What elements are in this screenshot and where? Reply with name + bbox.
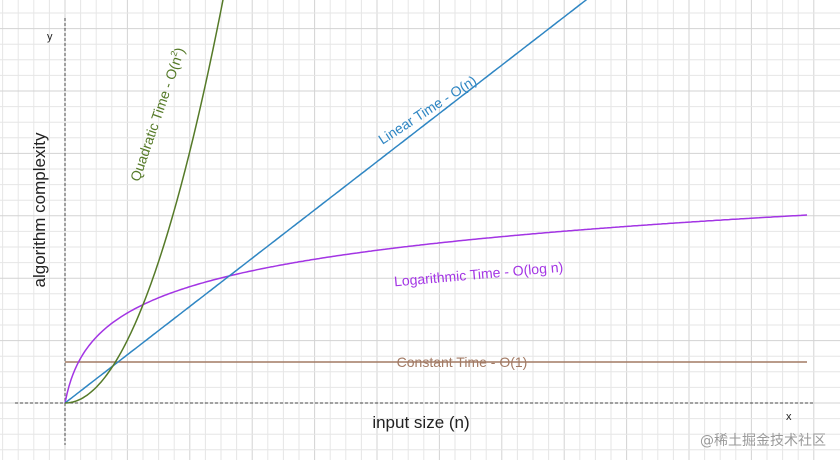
label-logarithmic: Logarithmic Time - O(log n) [393, 259, 563, 290]
y-axis-title: algorithm complexity [30, 132, 49, 287]
y-axis-letter: y [47, 31, 53, 43]
label-quadratic: Quadratic Time - O(n2) [126, 45, 188, 183]
watermark: @稀土掘金技术社区 [700, 433, 826, 449]
series-line-linear [64, 0, 588, 404]
label-quadratic-main: Quadratic Time - O(n [127, 55, 185, 184]
label-linear: Linear Time - O(n) [375, 72, 479, 147]
label-quadratic-sup: 2 [168, 49, 179, 57]
series-line-log [64, 214, 808, 404]
x-axis-title: input size (n) [372, 413, 469, 432]
x-axis-letter: x [786, 411, 792, 423]
label-quadratic-close: ) [171, 45, 188, 55]
series-group [64, 0, 808, 404]
series-line-quadratic [64, 0, 224, 404]
label-constant: Constant Time - O(1) [397, 354, 528, 370]
